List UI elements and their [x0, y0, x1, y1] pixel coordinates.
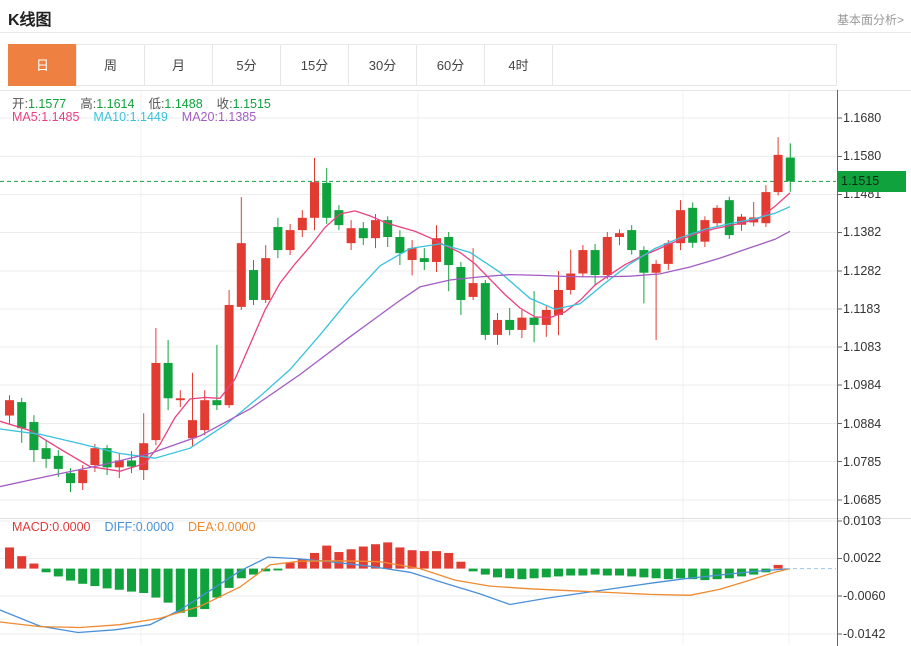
ohlc-value: 1.1515	[232, 97, 271, 111]
axis-tick-label: 1.0984	[843, 378, 882, 393]
tab-week[interactable]: 周	[76, 44, 145, 86]
last-price-badge: 1.1515	[838, 171, 906, 192]
tab-4hour[interactable]: 4时	[484, 44, 553, 86]
ohlc-value: 1.1577	[27, 97, 67, 111]
series-label: MA20:	[181, 110, 218, 124]
series-value: 1.1385	[217, 110, 257, 124]
tab-5min[interactable]: 5分	[212, 44, 281, 86]
series-value: 1.1485	[41, 110, 80, 124]
axis-tick-label: 1.1382	[843, 225, 882, 240]
ohlc-readout: 开:1.1577 高:1.1614 低:1.1488 收:1.1515	[12, 93, 285, 112]
tab-60min[interactable]: 60分	[416, 44, 485, 86]
ohlc-label: 高:	[80, 97, 97, 111]
tab-30min[interactable]: 30分	[348, 44, 417, 86]
series-label: DIFF:	[104, 520, 136, 534]
axis-tick-label: 1.1083	[843, 340, 882, 355]
page-title: K线图	[8, 12, 52, 29]
tab-15min[interactable]: 15分	[280, 44, 349, 86]
period-tabbar: 日周月 5分 15分 30分 60分 4时	[8, 44, 837, 86]
axis-tick-label: 0.0103	[843, 514, 882, 529]
axis-tick-label: 1.1580	[843, 149, 882, 164]
ma-readout: MA5:1.1485 MA10:1.1449 MA20:1.1385	[12, 110, 270, 124]
series-value: 0.0000	[217, 520, 256, 534]
series-label: DEA:	[188, 520, 218, 534]
ohlc-label: 开:	[12, 97, 28, 111]
series-value: 0.0000	[52, 520, 91, 534]
ohlc-label: 低:	[148, 97, 165, 111]
axis-tick-label: 1.1183	[843, 301, 881, 316]
ohlc-label: 收:	[216, 97, 233, 111]
series-label: MACD:	[12, 520, 53, 534]
axis-tick-label: 1.0785	[843, 454, 882, 469]
axis-tick-label: 1.1282	[843, 263, 882, 278]
header-divider	[0, 32, 911, 33]
fundamental-analysis-link[interactable]: 基本面分析>	[836, 13, 904, 27]
ohlc-value: 1.1488	[164, 97, 203, 111]
tabbar-filler	[552, 44, 837, 86]
axis-tick-label: -0.0060	[843, 589, 886, 604]
axis-tick-label: 0.0022	[843, 551, 882, 566]
series-value: 0.0000	[135, 520, 174, 534]
axis-tick-label: 1.0685	[843, 493, 882, 507]
series-value: 1.1449	[129, 110, 168, 124]
series-label: MA10:	[93, 110, 130, 124]
tab-month[interactable]: 月	[144, 44, 213, 86]
tab-day[interactable]: 日	[8, 44, 77, 86]
macd-readout: MACD:0.0000 DIFF:0.0000 DEA:0.0000	[12, 520, 269, 534]
series-label: MA5:	[12, 110, 42, 124]
axis-tick-label: 1.1680	[843, 111, 882, 125]
ohlc-value: 1.1614	[96, 97, 135, 111]
axis-tick-label: 1.0884	[843, 416, 882, 431]
axis-tick-label: -0.0142	[843, 626, 886, 641]
